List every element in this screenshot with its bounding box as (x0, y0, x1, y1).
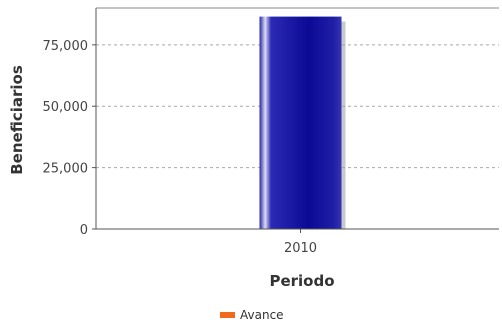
y-tick-label: 50,000 (43, 100, 89, 115)
x-axis-title: Periodo (269, 272, 334, 290)
legend: Avance (220, 308, 284, 322)
y-tick-label: 0 (80, 223, 88, 238)
bar-2010 (259, 16, 342, 229)
legend-label-avance: Avance (240, 308, 284, 322)
y-axis-title: Beneficiarios (8, 65, 26, 175)
gridlines (96, 44, 499, 169)
x-tick-label: 2010 (284, 241, 317, 256)
y-tick-label: 75,000 (43, 39, 89, 54)
x-tick-labels: 2010 (284, 229, 317, 256)
y-tick-label: 25,000 (43, 162, 89, 177)
legend-swatch-avance (220, 312, 235, 318)
bars (259, 16, 346, 229)
y-tick-labels: 0 25,000 50,000 75,000 (43, 39, 96, 238)
